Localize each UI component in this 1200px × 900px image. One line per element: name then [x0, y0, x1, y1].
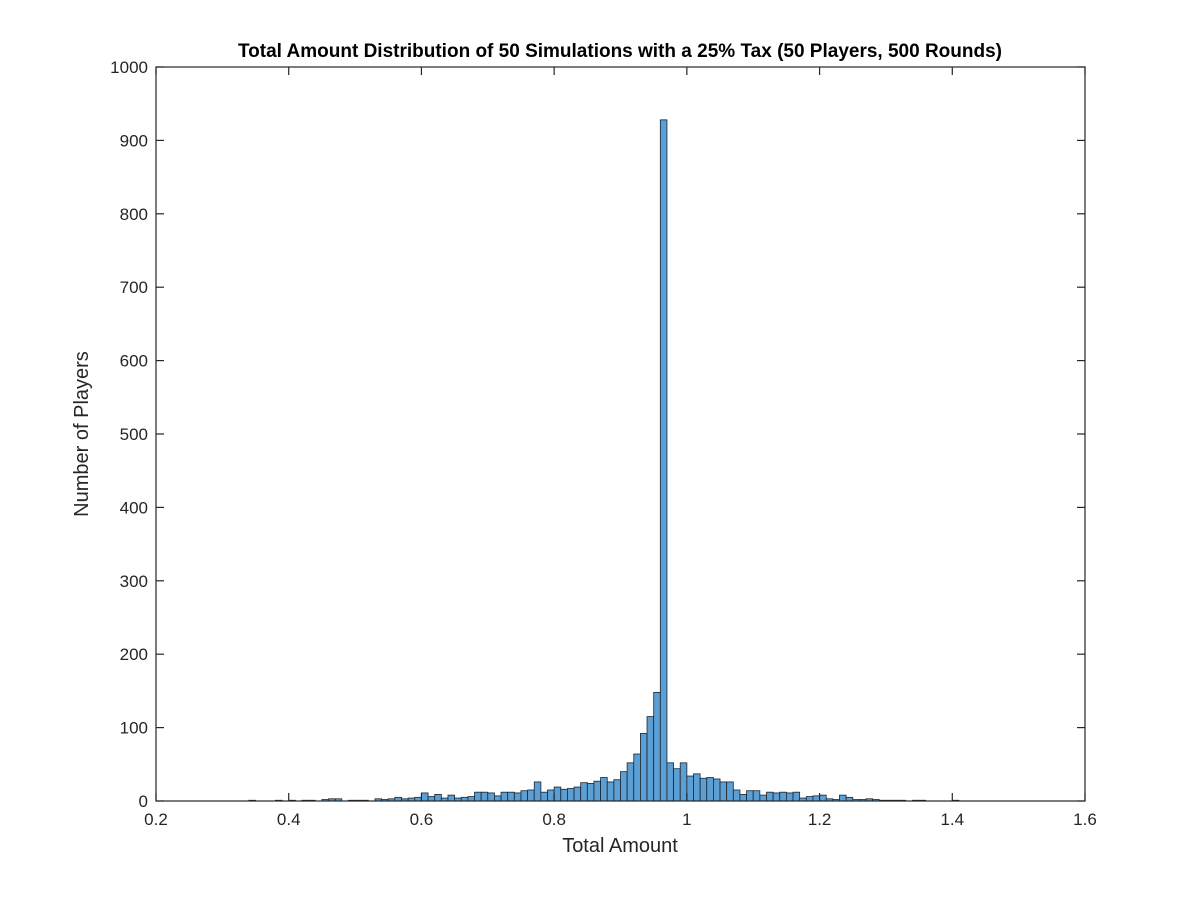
histogram-bar [653, 691, 661, 802]
histogram-bar [527, 789, 535, 802]
y-axis-label: Number of Players [71, 351, 93, 517]
plot-frame [156, 67, 1085, 801]
histogram-bar [467, 796, 475, 802]
histogram-bar [719, 781, 728, 802]
histogram-bar [540, 791, 548, 802]
x-tick-label: 1.4 [940, 810, 964, 829]
histogram-bar [693, 773, 701, 802]
x-tick-label: 0.6 [410, 810, 434, 829]
y-tick-label: 800 [120, 205, 148, 224]
y-tick-label: 100 [120, 719, 148, 738]
histogram-bar [633, 753, 641, 802]
histogram-bar [726, 781, 734, 802]
histogram-bar [593, 780, 602, 802]
histogram-bar [779, 791, 787, 802]
histogram-bar [732, 789, 741, 802]
histogram-bar [494, 795, 502, 802]
histogram-bar [766, 791, 774, 802]
histogram-bar [640, 733, 648, 802]
histogram-bar [513, 792, 522, 802]
y-tick-label: 0 [139, 792, 148, 811]
histogram-bar [580, 782, 588, 802]
histogram-bar [507, 791, 515, 802]
histogram-bar [573, 786, 582, 802]
histogram-bar [805, 796, 814, 802]
histogram-bar [659, 119, 668, 802]
histogram-bar [533, 781, 542, 802]
y-tick-label: 300 [120, 572, 148, 591]
x-tick-label: 0.2 [144, 810, 168, 829]
y-tick-label: 1000 [110, 58, 148, 77]
histogram-bar [646, 716, 655, 802]
histogram-bar [434, 793, 442, 802]
histogram-bar [752, 790, 761, 802]
y-tick-label: 900 [120, 131, 148, 150]
histogram-bar [666, 762, 674, 802]
histogram-bar [500, 791, 509, 802]
histogram-bar [699, 777, 708, 802]
histogram-bar [746, 790, 754, 802]
x-tick-label: 1.6 [1073, 810, 1097, 829]
histogram-bar [792, 791, 801, 802]
histogram-bar [739, 793, 747, 802]
y-tick-label: 600 [120, 352, 148, 371]
histogram-bar [487, 792, 495, 802]
histogram-bar [447, 794, 456, 802]
histogram-bar [812, 795, 820, 802]
histogram-bar [553, 786, 562, 802]
y-tick-label: 500 [120, 425, 148, 444]
histogram-bar [427, 796, 436, 802]
x-tick-label: 0.8 [542, 810, 566, 829]
histogram-bar [713, 778, 721, 802]
histogram-bar [560, 788, 568, 802]
histogram-bar [772, 792, 781, 802]
histogram-bar [759, 794, 767, 802]
histogram-bar [474, 791, 482, 802]
y-tick-label: 700 [120, 278, 148, 297]
x-tick-label: 1.2 [808, 810, 832, 829]
histogram-bar [706, 777, 714, 802]
histogram-bar [586, 782, 595, 802]
y-tick-label: 200 [120, 645, 148, 664]
histogram-bar [600, 777, 608, 802]
histogram-bar [626, 762, 635, 802]
chart-title: Total Amount Distribution of 50 Simulati… [238, 41, 1002, 62]
histogram-bar [613, 779, 621, 802]
plot-area: 0.2 0.4 0.6 0.8 1 1.2 1.4 1.6 0 100 200 300 400 500 60… [110, 58, 1097, 829]
x-tick-label: 0.4 [277, 810, 301, 829]
x-tick-label: 1 [682, 810, 691, 829]
histogram-bar [839, 794, 847, 802]
histogram-bar [620, 771, 628, 802]
histogram-bar [567, 788, 575, 802]
histogram-bar [547, 789, 555, 802]
histogram-bar [679, 762, 688, 802]
x-axis-label: Total Amount [562, 835, 678, 857]
histogram-bar [686, 775, 694, 802]
histogram-bar [421, 792, 429, 802]
histogram-bar [819, 794, 827, 802]
histogram-bar [480, 791, 489, 802]
histogram-bar [520, 790, 529, 802]
histogram-bar [673, 768, 681, 802]
ticks-group: 0.2 0.4 0.6 0.8 1 1.2 1.4 1.6 0 100 200 300 400 500 60… [110, 58, 1097, 829]
histogram-bar [785, 792, 794, 802]
y-tick-label: 400 [120, 498, 148, 517]
histogram-bar [606, 781, 615, 802]
